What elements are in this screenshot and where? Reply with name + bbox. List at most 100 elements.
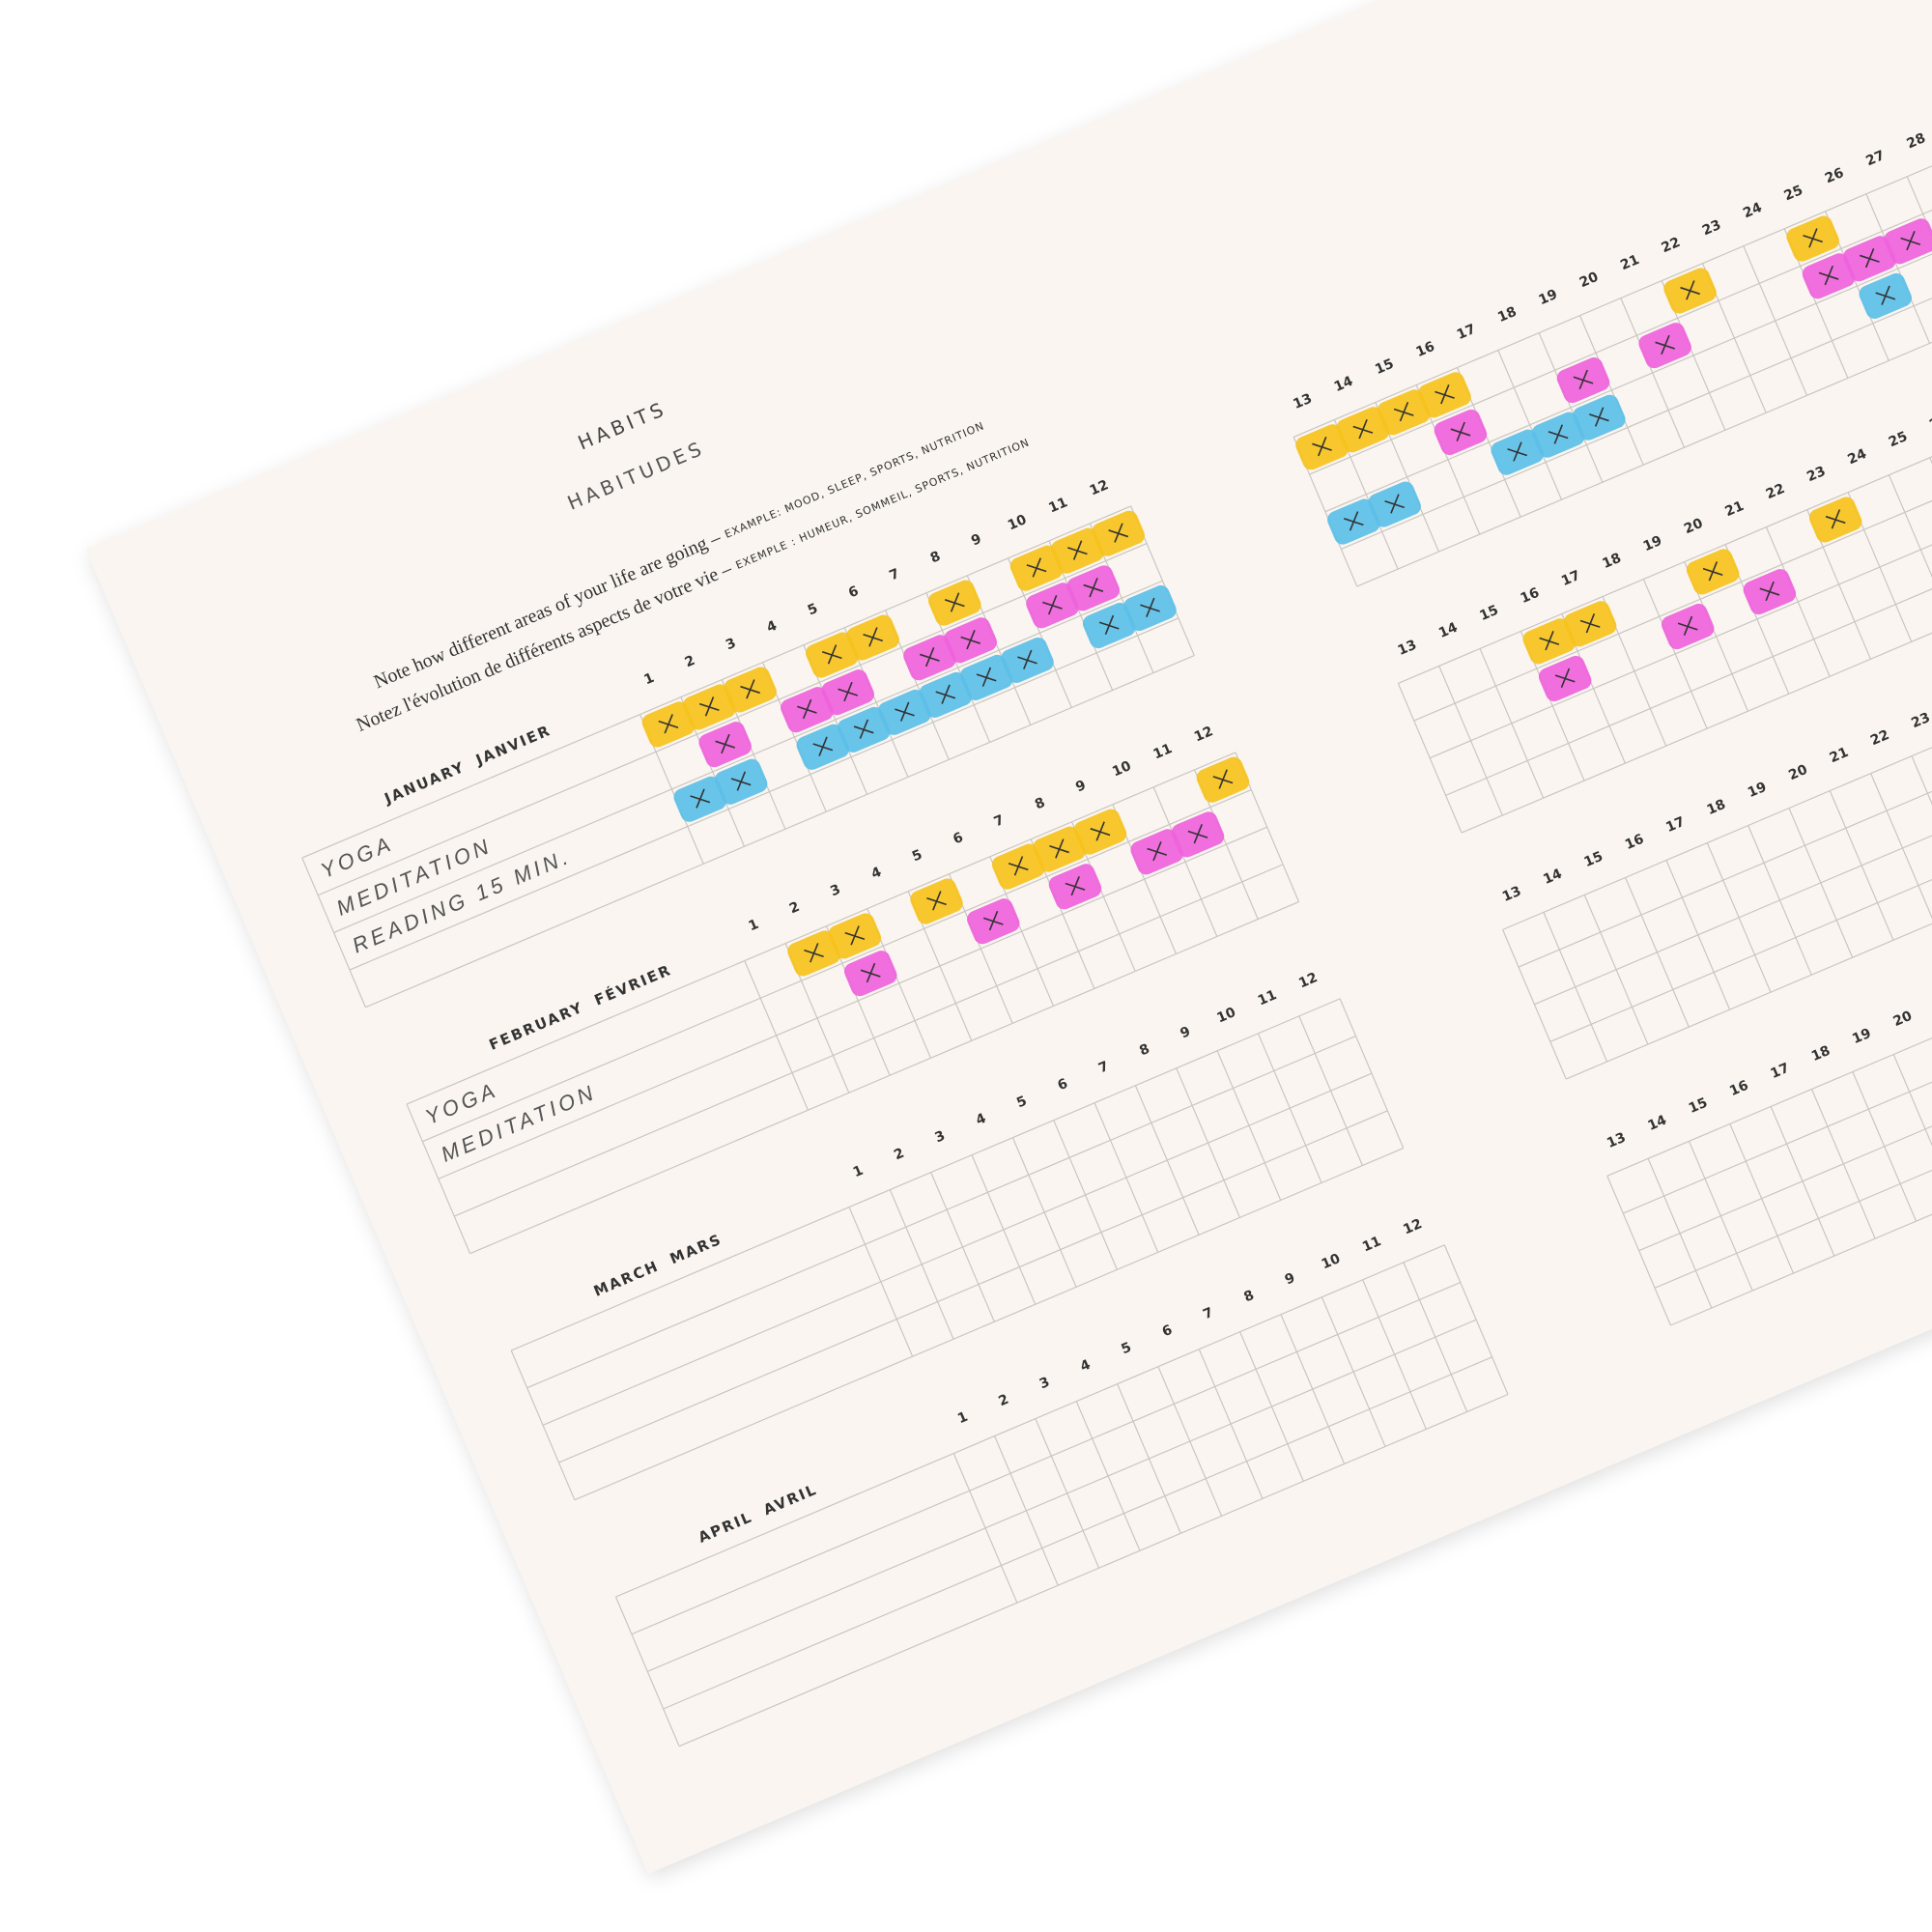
grid-line: [865, 1035, 1356, 1245]
check-x: [1539, 631, 1560, 651]
check-x: [853, 719, 874, 739]
day-number: 17: [1663, 814, 1687, 836]
day-number: 13: [1605, 1130, 1628, 1151]
label-line: [510, 1350, 576, 1500]
label-line: [438, 1035, 777, 1179]
check-x: [944, 592, 965, 612]
day-number: 16: [1727, 1078, 1750, 1099]
day-number: 13: [1396, 638, 1419, 659]
day-number: 27: [1863, 148, 1887, 169]
check-x: [821, 644, 842, 665]
day-number: 22: [1868, 727, 1891, 749]
day-number: 25: [1887, 429, 1910, 450]
grid-line: [1397, 683, 1463, 834]
check-x: [935, 684, 956, 704]
grid-line: [912, 1147, 1405, 1357]
day-number: 11: [1360, 1234, 1383, 1255]
label-line: [317, 751, 657, 896]
check-x: [1352, 418, 1374, 440]
check-x: [926, 891, 947, 911]
day-number: 23: [1700, 217, 1723, 239]
day-number: 16: [1414, 339, 1437, 360]
day-number: 12: [1401, 1216, 1424, 1237]
day-number: 18: [1495, 304, 1519, 326]
check-x: [1067, 540, 1088, 560]
check-x: [1090, 821, 1111, 841]
check-x: [1312, 436, 1332, 457]
sheet: HABITS HABITUDES Note how different area…: [85, 0, 1932, 1874]
day-number: 16: [1519, 585, 1542, 607]
check-x: [1108, 523, 1129, 543]
day-number: 24: [1741, 200, 1764, 221]
check-x: [690, 788, 711, 809]
day-number: 18: [1600, 551, 1623, 572]
check-x: [1759, 581, 1780, 602]
label-line: [453, 1072, 793, 1217]
check-x: [1026, 557, 1047, 578]
month-block: 1234567891011121314151617181920212223242…: [510, 651, 1932, 1501]
grid-line: [1670, 1046, 1932, 1326]
check-x: [920, 646, 940, 668]
day-number: 17: [1769, 1061, 1792, 1082]
check-x: [1680, 280, 1700, 300]
grid-line: [1565, 800, 1932, 1080]
day-number: 10: [1320, 1251, 1343, 1272]
check-x: [1573, 369, 1594, 390]
check-x: [844, 925, 866, 946]
day-number: 25: [1782, 183, 1805, 204]
day-number: 14: [1332, 374, 1355, 395]
paper: [85, 0, 1932, 1874]
check-x: [1554, 668, 1576, 688]
check-x: [976, 667, 997, 687]
day-number: 12: [1192, 724, 1215, 745]
day-number: 21: [1722, 498, 1746, 520]
day-number: 18: [1705, 797, 1728, 818]
check-x: [740, 679, 760, 699]
grid-line: [1622, 934, 1932, 1214]
day-number: 18: [1809, 1043, 1833, 1065]
label-line: [406, 1103, 471, 1254]
grid-line: [1445, 517, 1932, 796]
grid-line: [1534, 725, 1932, 1006]
day-number: 24: [1845, 446, 1868, 468]
check-x: [1875, 285, 1896, 305]
day-number: 14: [1646, 1113, 1669, 1134]
grid-line: [896, 1110, 1388, 1321]
grid-line: [808, 900, 1299, 1111]
day-number: 19: [1850, 1026, 1873, 1047]
check-x: [1065, 875, 1086, 896]
day-number: 11: [1046, 495, 1069, 516]
day-number: 10: [1214, 1005, 1237, 1026]
day-number: 22: [1764, 481, 1787, 502]
check-x: [1384, 494, 1406, 514]
grid-line: [984, 1319, 1477, 1529]
label-line: [422, 997, 761, 1143]
day-number: 19: [1746, 780, 1769, 801]
grid-line: [655, 543, 1148, 753]
grid-line: [1906, 176, 1932, 327]
check-x: [715, 733, 736, 754]
label-line: [647, 1527, 986, 1672]
label-line: [301, 714, 640, 859]
grid-line: [1911, 755, 1932, 906]
check-x: [1450, 421, 1471, 441]
grid-line: [969, 1281, 1462, 1492]
day-number: 23: [1909, 710, 1932, 731]
day-number: 15: [1582, 849, 1605, 870]
label-line: [510, 1207, 850, 1351]
day-number: 13: [1291, 391, 1314, 412]
check-x: [658, 714, 679, 734]
label-line: [365, 863, 704, 1009]
grid-line: [744, 752, 1236, 962]
label-line: [614, 1596, 680, 1747]
grid-line: [759, 789, 1252, 999]
check-x: [1860, 247, 1880, 269]
grid-line: [1429, 479, 1932, 759]
day-number: 20: [1682, 516, 1705, 537]
grid-line: [702, 655, 1195, 865]
grid: [406, 405, 1932, 1255]
day-number: 14: [1541, 867, 1564, 888]
day-number: 15: [1373, 356, 1396, 378]
label-line: [663, 1564, 1002, 1710]
grid-line: [1356, 307, 1932, 587]
